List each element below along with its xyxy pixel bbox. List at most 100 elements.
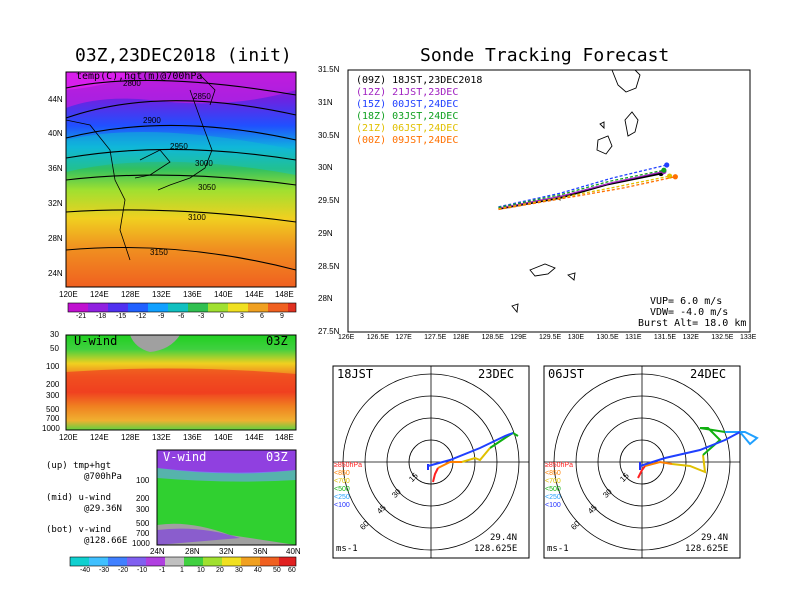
colorbar-label: 30 bbox=[235, 567, 243, 574]
track-burst-point bbox=[672, 174, 678, 180]
lon-tick: 148E bbox=[275, 290, 294, 299]
contour-label: 2800 bbox=[123, 79, 141, 88]
u-wind-panel bbox=[65, 334, 297, 431]
lon-tick: 136E bbox=[183, 433, 202, 442]
track-lon-tick: 129.5E bbox=[539, 334, 562, 341]
lon-tick: 148E bbox=[275, 433, 294, 442]
hodo-left-jst: 18JST bbox=[337, 367, 374, 381]
hodo-level: <250 bbox=[334, 494, 350, 501]
lon-tick: 124E bbox=[90, 433, 109, 442]
colorbar-label: -20 bbox=[118, 567, 129, 574]
colorbar-label: -15 bbox=[116, 313, 127, 320]
colorbar-label: 20 bbox=[216, 567, 224, 574]
track-lon-tick: 128E bbox=[452, 334, 470, 341]
lon-tick: 124E bbox=[90, 290, 109, 299]
hodo-left-unit: ms-1 bbox=[336, 544, 358, 554]
hodo-right-unit: ms-1 bbox=[547, 544, 569, 554]
hodo-level: <700 bbox=[545, 478, 561, 485]
track-lat-tick: 28.5N bbox=[318, 261, 340, 271]
map-field-label: temp(C),hgt(m)@700hPa bbox=[76, 71, 203, 82]
hodo-right-lon: 128.625E bbox=[685, 544, 729, 554]
track-series-line bbox=[498, 170, 664, 209]
hodograph-left bbox=[332, 365, 530, 559]
lat-tick: 28N bbox=[48, 234, 63, 243]
track-lon-tick: 133E bbox=[740, 334, 757, 341]
track-lat-tick: 29N bbox=[318, 228, 333, 238]
track-lat-tick: 29.5N bbox=[318, 196, 340, 205]
lon-tick: 128E bbox=[121, 290, 140, 299]
lat-tick: 28N bbox=[185, 547, 200, 556]
colorbar-label: -21 bbox=[76, 313, 87, 320]
hodo-left-lon: 128.625E bbox=[474, 544, 518, 554]
colorbar-label: 40 bbox=[254, 567, 262, 574]
contour-label: 2950 bbox=[170, 142, 188, 151]
pressure-tick: 30 bbox=[50, 330, 59, 339]
track-lon-tick: 127E bbox=[395, 334, 412, 341]
hodo-left-date: 23DEC bbox=[478, 367, 515, 381]
hodo-level: ≥850hPa bbox=[545, 462, 573, 469]
legend-entry: (21Z) 06JST,24DEC bbox=[356, 123, 459, 134]
hodo-level: ≥850hPa bbox=[334, 462, 362, 469]
track-lon-tick: 130E bbox=[567, 334, 585, 341]
hodo-level: <100 bbox=[334, 502, 350, 509]
colorbar-label: -1 bbox=[159, 567, 166, 574]
legend-entry: (12Z) 21JST,23DEC bbox=[356, 87, 459, 98]
legend-entry: (18Z) 03JST,24DEC bbox=[356, 111, 459, 122]
lat-tick: 24N bbox=[48, 269, 63, 278]
colorbar-label: -3 bbox=[198, 313, 205, 320]
lon-tick: 140E bbox=[214, 433, 233, 442]
pressure-tick: 1000 bbox=[42, 424, 60, 433]
colorbar-label: -30 bbox=[99, 567, 110, 574]
v-wind-label: V-wind bbox=[163, 450, 207, 464]
track-lon-tick: 127.5E bbox=[424, 334, 447, 341]
lon-tick: 144E bbox=[245, 290, 264, 299]
lon-tick: 136E bbox=[183, 290, 202, 299]
lat-tick: 40N bbox=[286, 547, 301, 556]
note-line: @128.66E bbox=[84, 536, 128, 546]
v-wind-time: 03Z bbox=[266, 450, 288, 464]
contour-label: 3050 bbox=[198, 183, 216, 192]
pressure-tick: 200 bbox=[136, 494, 150, 503]
track-lon-tick: 131.5E bbox=[653, 334, 677, 341]
temperature-map bbox=[65, 71, 297, 288]
colorbar-label: 10 bbox=[197, 567, 205, 574]
colorbar-label: -6 bbox=[178, 313, 185, 320]
hodo-level: <700 bbox=[334, 478, 350, 485]
colorbar-label: 60 bbox=[288, 567, 296, 574]
lat-tick: 44N bbox=[48, 95, 63, 104]
note-line: @29.36N bbox=[84, 504, 122, 514]
hodo-left-lat: 29.4N bbox=[490, 533, 518, 543]
track-lon-tick: 131E bbox=[625, 334, 642, 341]
param-vdw: VDW= -4.0 m/s bbox=[650, 307, 729, 318]
track-lat-tick: 27.5N bbox=[318, 327, 340, 336]
track-series-line bbox=[498, 169, 664, 209]
hodo-right-date: 24DEC bbox=[690, 367, 727, 381]
pressure-tick: 500 bbox=[136, 519, 150, 528]
v-wind-panel bbox=[156, 449, 297, 546]
lon-tick: 132E bbox=[152, 433, 171, 442]
left-title: 03Z,23DEC2018 (init) bbox=[75, 45, 292, 66]
colorbar-label: -40 bbox=[80, 567, 91, 574]
note-line: (up) tmp+hgt bbox=[46, 461, 112, 471]
colorbar-label: 9 bbox=[280, 313, 284, 320]
track-lon-tick: 126.5E bbox=[366, 334, 389, 341]
track-lat-tick: 30N bbox=[318, 163, 333, 173]
hodo-level: <500 bbox=[334, 486, 350, 493]
colorbar-label: 6 bbox=[260, 313, 264, 320]
lon-tick: 144E bbox=[245, 433, 264, 442]
hodo-right-jst: 06JST bbox=[548, 367, 585, 381]
track-lines bbox=[498, 162, 678, 211]
param-vup: VUP= 6.0 m/s bbox=[650, 296, 723, 307]
track-lon-tick: 128.5E bbox=[481, 334, 504, 341]
temperature-colorbar bbox=[67, 302, 297, 313]
note-line: (mid) u-wind bbox=[46, 493, 112, 503]
colorbar-label: 50 bbox=[273, 567, 281, 574]
param-burst: Burst Alt= 18.0 km bbox=[638, 318, 747, 329]
lon-tick: 120E bbox=[59, 290, 78, 299]
lon-tick: 128E bbox=[121, 433, 140, 442]
track-lon-tick: 132.5E bbox=[711, 334, 734, 341]
wind-colorbar bbox=[69, 556, 297, 567]
pressure-tick: 100 bbox=[136, 476, 150, 485]
track-burst-point bbox=[664, 162, 670, 168]
right-title: Sonde Tracking Forecast bbox=[420, 45, 670, 66]
